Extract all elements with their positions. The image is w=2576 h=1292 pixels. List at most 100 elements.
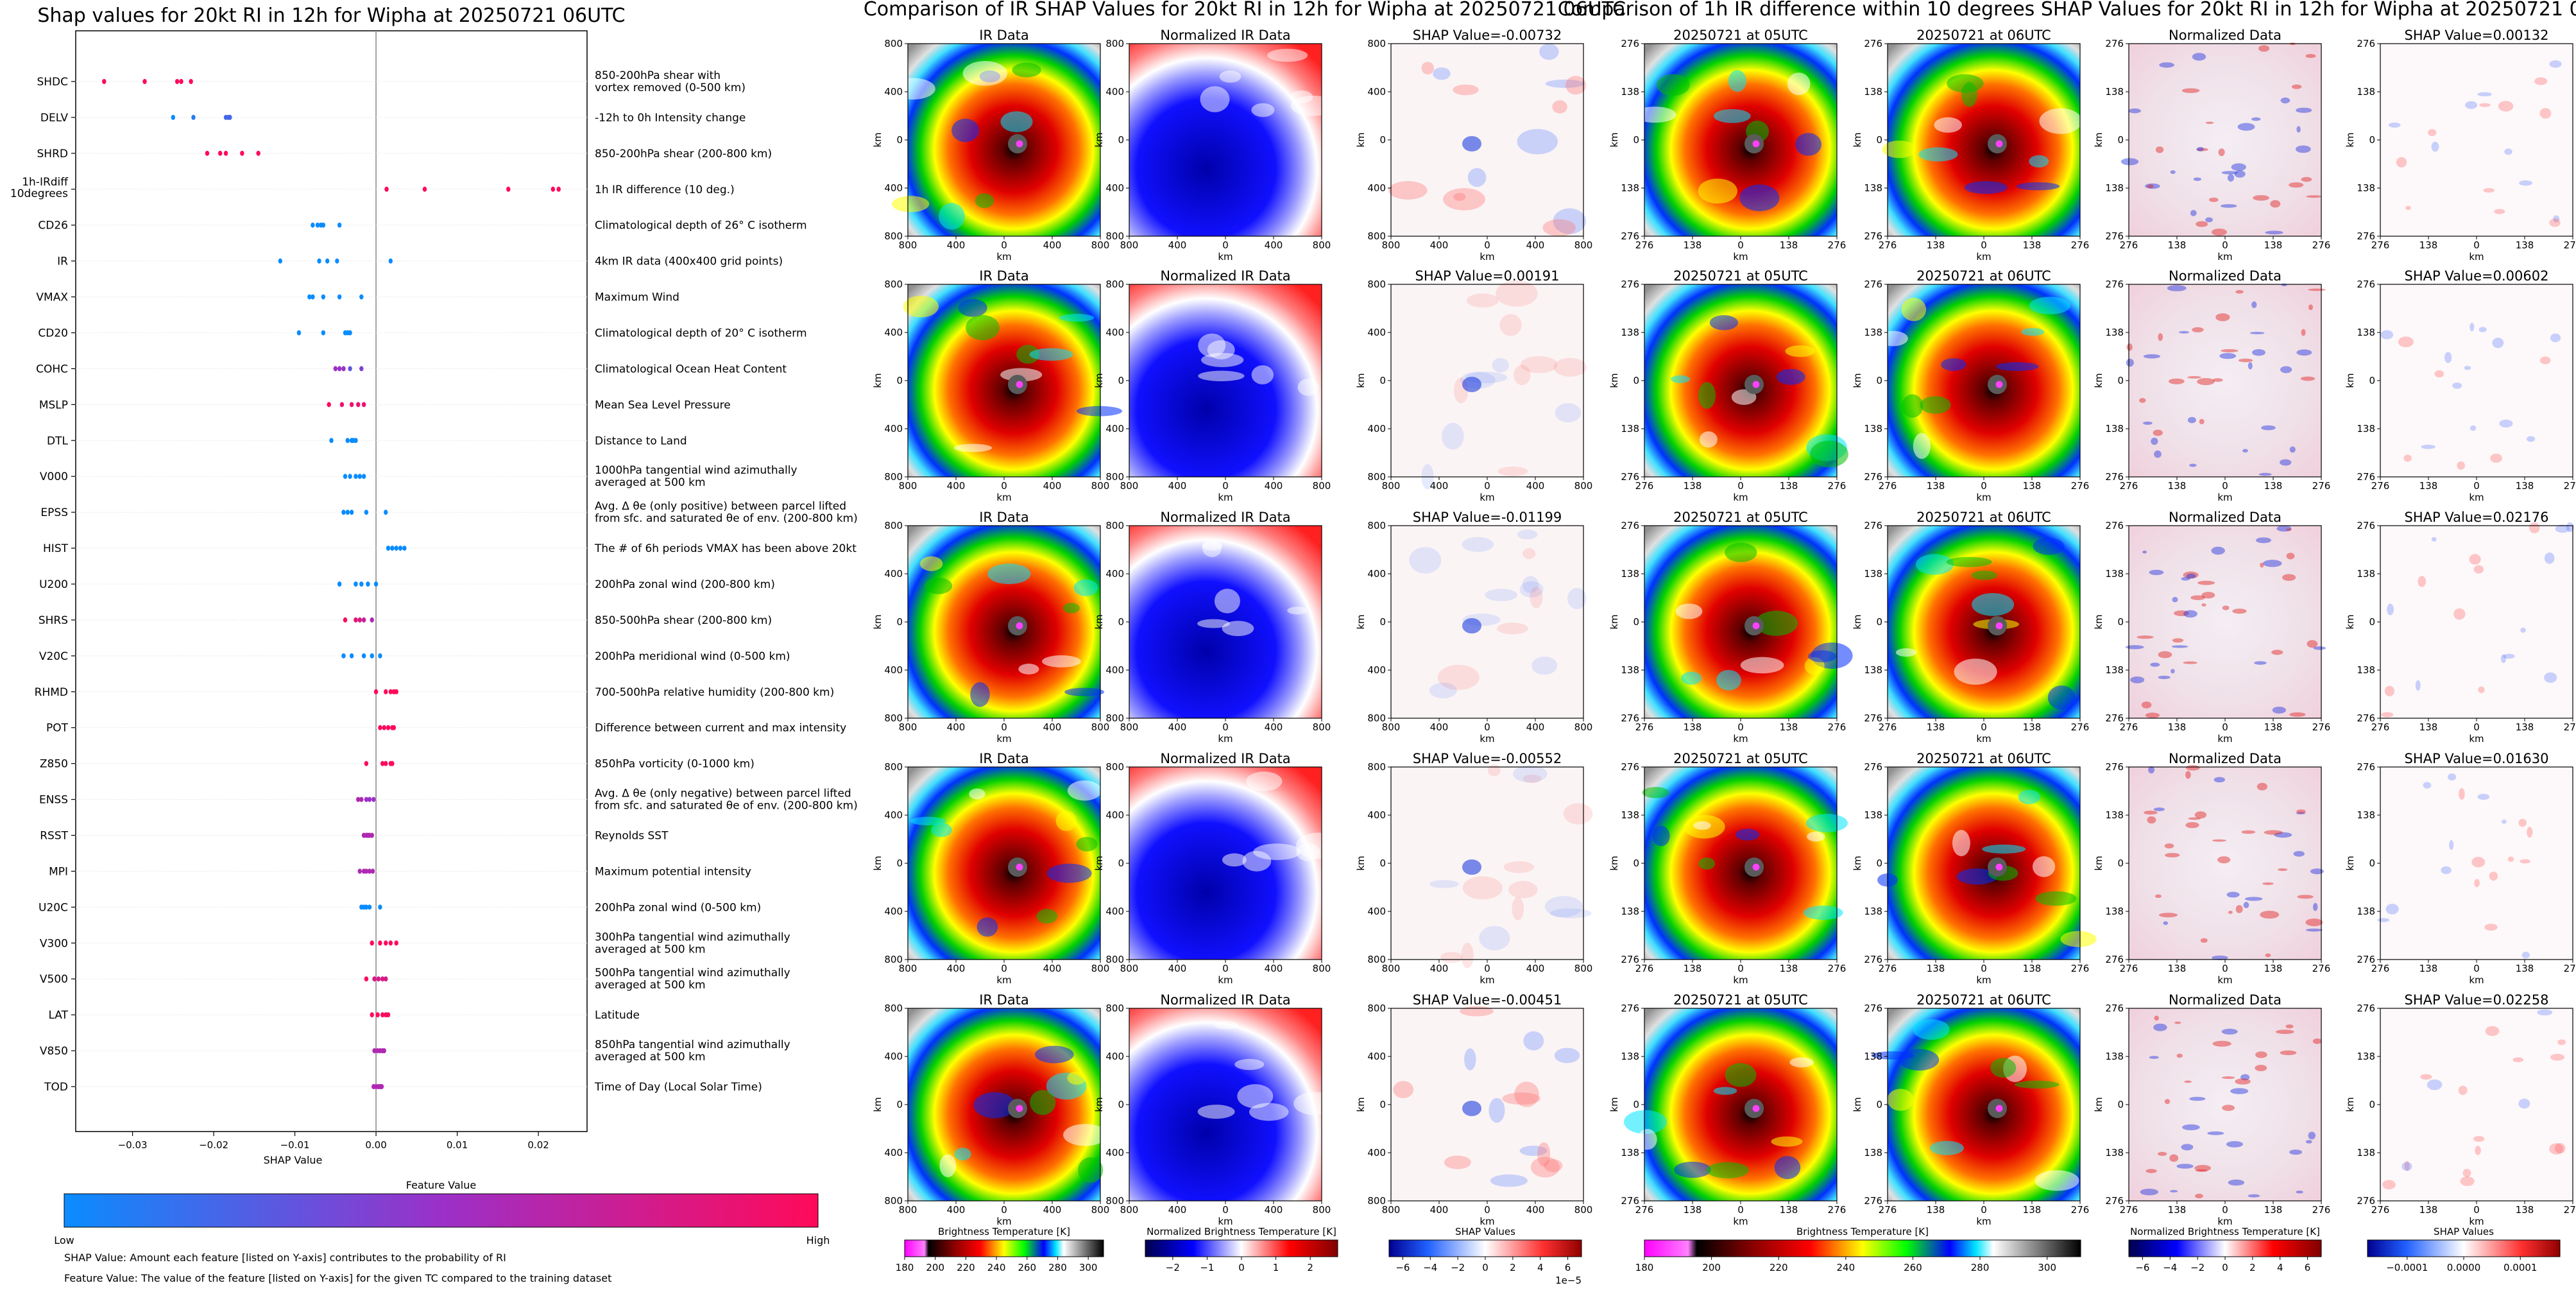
diff-shap-speck (2475, 1146, 2481, 1155)
shap-blob (1421, 62, 1435, 74)
shap-blob (1542, 219, 1576, 237)
feature-label: TOD (44, 1081, 68, 1094)
normalized-diff-speck (2289, 446, 2296, 453)
normalized-diff-speck (2313, 646, 2326, 650)
shap-blob (1466, 293, 1499, 308)
heatmap-y-tick-label: 800 (1105, 38, 1124, 49)
heatmap-x-tick-label: 138 (2516, 480, 2534, 492)
normalized-band (1296, 843, 1320, 861)
heatmap-x-tick-label: 400 (1043, 1204, 1062, 1216)
heatmap-x-tick-label: 400 (1168, 239, 1187, 251)
colorbar-tick-label: 300 (2038, 1262, 2056, 1273)
cloud-band (1624, 1110, 1667, 1134)
heatmap-x-axis-label: km (2217, 733, 2232, 745)
normalized-band (1197, 1105, 1235, 1119)
normalized-diff-speck (2221, 1028, 2238, 1035)
cloud-band (953, 444, 993, 452)
heatmap-y-tick-label: 276 (2357, 761, 2375, 773)
heatmap-y-axis-label: km (2344, 132, 2356, 147)
shap-blob (1523, 774, 1542, 783)
shap-point (359, 294, 364, 300)
feature-description: averaged at 500 km (595, 979, 706, 992)
colorbar-tick-label: −4 (1423, 1262, 1437, 1273)
cloud-band (1902, 394, 1923, 418)
shap-point (376, 976, 381, 982)
heatmap-x-tick-label: 138 (2516, 1204, 2534, 1216)
shap-point (354, 474, 358, 479)
shap-image (1391, 526, 1583, 718)
heatmap-y-axis-label: km (1355, 373, 1367, 388)
shap-point (317, 258, 321, 264)
shap-point (348, 330, 352, 336)
normalized-diff-speck (2265, 953, 2271, 958)
diff-shap-speck (2504, 148, 2512, 155)
cloud-band (1735, 829, 1760, 841)
normalized-diff-speck (2149, 569, 2164, 576)
shap-point (354, 438, 358, 444)
heatmap-y-tick-label: 276 (1621, 279, 1639, 290)
shap-point (394, 940, 398, 946)
normalized-diff-speck (2207, 1131, 2224, 1135)
shap-value-title: SHAP Value=0.00132 (2405, 28, 2549, 43)
shap-point (370, 940, 374, 946)
diff-shap-speck (2512, 1057, 2524, 1062)
heatmap-y-tick-label: 138 (1864, 182, 1882, 194)
cloud-band (1795, 133, 1822, 156)
heatmap-y-tick-label: 138 (2105, 809, 2124, 821)
heatmap-x-tick-label: 138 (2023, 963, 2042, 974)
heatmap-x-tick-label: 276 (2120, 239, 2138, 251)
colorbar-tick-label: 0 (2222, 1262, 2228, 1273)
heatmap-x-tick-label: 800 (1574, 480, 1593, 492)
heatmap-x-tick-label: 138 (1780, 480, 1798, 492)
heatmap-y-tick-label: 400 (884, 423, 903, 435)
cloud-band (1000, 111, 1033, 132)
normalized-diff-speck (2148, 766, 2155, 774)
colorbar-exponent: 1e−5 (1555, 1275, 1582, 1286)
heatmap-y-tick-label: 138 (1621, 423, 1639, 435)
shap-point (388, 258, 393, 264)
shap-point (372, 976, 377, 982)
heatmap-x-tick-label: 0 (1484, 721, 1490, 733)
normalized-diff-speck (2296, 809, 2306, 814)
normalized-diff-image (2129, 526, 2321, 718)
heatmap-y-tick-label: 800 (1105, 230, 1124, 242)
heatmap-y-tick-label: 276 (1864, 38, 1882, 49)
shap-blob (1544, 1158, 1563, 1173)
diff-shap-speck (2401, 1162, 2412, 1171)
shap-point (371, 797, 376, 802)
cloud-band (1042, 655, 1081, 668)
shap-blob (1545, 79, 1585, 88)
diff-shap-image (2380, 44, 2573, 236)
normalized-diff-speck (2153, 429, 2163, 436)
feature-label: U200 (39, 578, 68, 591)
normalized-diff-speck (2264, 830, 2283, 835)
shap-point (388, 689, 393, 694)
shap-point (367, 868, 372, 874)
shap-point (366, 581, 370, 587)
heatmap-y-tick-label: 0 (1118, 857, 1124, 869)
shap-blob (1429, 880, 1459, 888)
heatmap-x-tick-label: 800 (1313, 480, 1331, 492)
shap-point (382, 725, 386, 730)
heatmap-x-tick-label: 400 (1265, 1204, 1283, 1216)
heatmap-x-axis-label: km (2217, 974, 2232, 986)
heatmap-x-tick-label: 276 (1635, 963, 1654, 974)
feature-description: averaged at 500 km (595, 943, 706, 956)
normalized-diff-speck (2282, 574, 2296, 581)
diff-shap-speck (2380, 330, 2394, 340)
heatmap-x-tick-label: 0 (1222, 1204, 1229, 1216)
diff-shap-speck (2518, 818, 2527, 827)
shap-blob (1492, 357, 1509, 373)
colorbar-tick-label: 2 (2249, 1262, 2256, 1273)
shap-point (386, 546, 391, 551)
diff-shap-speck (2527, 436, 2536, 442)
x-tick-label: −0.02 (199, 1139, 228, 1151)
heatmap-x-tick-label: 276 (1828, 1204, 1847, 1216)
heatmap-y-tick-label: 0 (1633, 375, 1639, 386)
normalized-diff-speck (2248, 1194, 2260, 1198)
diff-shap-speck (2449, 840, 2454, 850)
feature-label: EPSS (40, 506, 68, 519)
heatmap-x-tick-label: 276 (2564, 963, 2576, 974)
cloud-band (2021, 328, 2045, 336)
heatmap-y-tick-label: 800 (1367, 1195, 1386, 1207)
